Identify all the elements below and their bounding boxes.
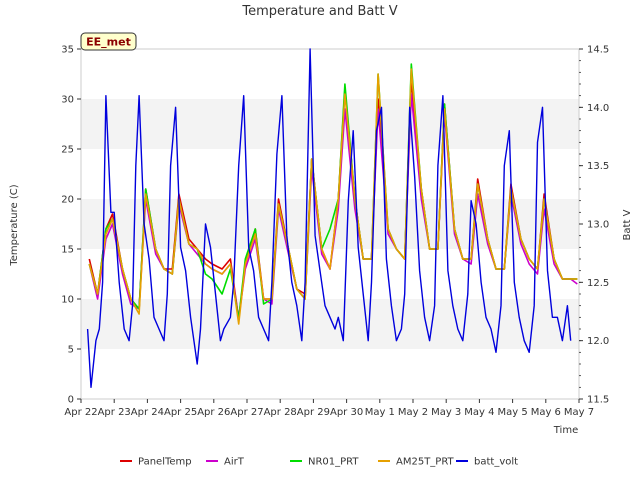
y2-tick-label: 13.5: [587, 161, 609, 172]
x-tick-label: May 6: [531, 407, 561, 418]
x-tick-label: Apr 26: [197, 407, 230, 418]
x-axis-label: Time: [553, 425, 578, 436]
y-tick-label: 20: [61, 195, 74, 206]
x-tick-label: Apr 25: [164, 407, 197, 418]
station-label: EE_met: [86, 36, 131, 49]
legend-label-nr01-prt: NR01_PRT: [308, 457, 359, 468]
y-tick-label: 35: [61, 45, 74, 56]
x-tick-label: May 1: [365, 407, 395, 418]
x-tick-label: Apr 22: [64, 407, 97, 418]
legend-label-paneltemp: PanelTemp: [138, 457, 192, 468]
grid-band: [81, 249, 579, 299]
x-tick-label: Apr 29: [297, 407, 330, 418]
grid-band: [81, 149, 579, 199]
y-tick-label: 15: [61, 245, 74, 256]
y-tick-label: 10: [61, 295, 74, 306]
x-tick-label: May 7: [564, 407, 594, 418]
grid-band: [81, 299, 579, 349]
grid-band: [81, 349, 579, 399]
x-tick-label: May 5: [497, 407, 527, 418]
x-tick-label: May 4: [464, 407, 494, 418]
grid-band: [81, 199, 579, 249]
y-tick-label: 0: [68, 395, 74, 406]
y2-tick-label: 14.5: [587, 45, 609, 56]
y2-tick-label: 12.0: [587, 336, 609, 347]
y2-axis-label: Batt V: [622, 209, 633, 240]
grid-band: [81, 49, 579, 99]
x-tick-label: Apr 24: [131, 407, 164, 418]
station-badge-box: [80, 32, 137, 51]
series-line-am25t-prt: [88, 68, 578, 325]
grid-band: [81, 99, 579, 149]
x-tick-label: May 2: [398, 407, 428, 418]
y2-tick-label: 14.0: [587, 103, 609, 114]
y2-tick-label: 13.0: [587, 220, 609, 231]
y-tick-label: 30: [61, 95, 74, 106]
x-tick-label: Apr 30: [330, 407, 363, 418]
y-axis-label: Temperature (C): [9, 184, 20, 266]
chart-title: Temperature and Batt V: [241, 4, 397, 19]
series-line-batt-volt: [86, 48, 572, 388]
x-tick-label: Apr 23: [98, 407, 131, 418]
x-tick-label: Apr 28: [264, 407, 297, 418]
x-tick-label: May 3: [431, 407, 461, 418]
legend-label-batt-volt: batt_volt: [474, 457, 518, 468]
x-tick-label: Apr 27: [230, 407, 263, 418]
legend-label-airt: AirT: [224, 457, 245, 468]
y-tick-label: 25: [61, 145, 74, 156]
y2-tick-label: 12.5: [587, 278, 609, 289]
y-tick-label: 5: [68, 345, 74, 356]
legend-label-am25t-prt: AM25T_PRT: [396, 457, 455, 468]
y2-tick-label: 11.5: [587, 395, 609, 406]
